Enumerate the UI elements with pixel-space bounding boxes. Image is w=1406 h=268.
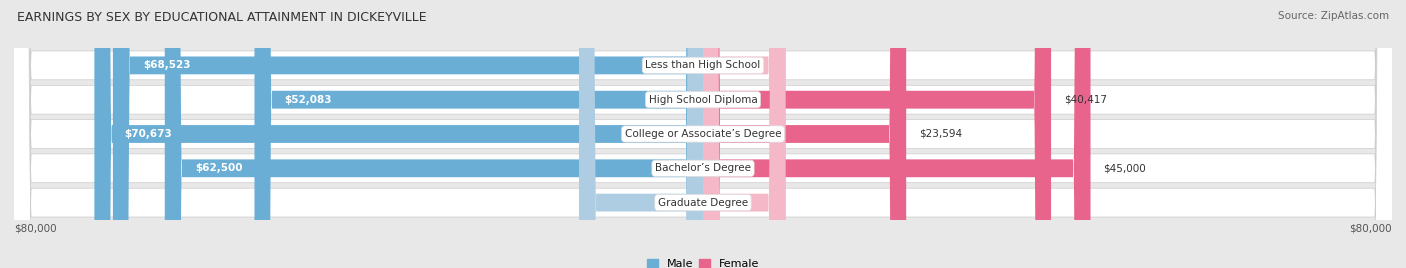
Text: Less than High School: Less than High School <box>645 60 761 70</box>
FancyBboxPatch shape <box>254 0 703 268</box>
FancyBboxPatch shape <box>703 0 1091 268</box>
Text: $68,523: $68,523 <box>143 60 191 70</box>
Text: EARNINGS BY SEX BY EDUCATIONAL ATTAINMENT IN DICKEYVILLE: EARNINGS BY SEX BY EDUCATIONAL ATTAINMEN… <box>17 11 426 24</box>
FancyBboxPatch shape <box>579 0 703 268</box>
FancyBboxPatch shape <box>112 0 703 268</box>
FancyBboxPatch shape <box>703 0 1052 268</box>
FancyBboxPatch shape <box>165 0 703 268</box>
Text: $45,000: $45,000 <box>1104 163 1146 173</box>
FancyBboxPatch shape <box>703 0 907 268</box>
Text: $70,673: $70,673 <box>125 129 173 139</box>
Text: Source: ZipAtlas.com: Source: ZipAtlas.com <box>1278 11 1389 21</box>
Text: $80,000: $80,000 <box>14 223 56 233</box>
Text: High School Diploma: High School Diploma <box>648 95 758 105</box>
FancyBboxPatch shape <box>703 0 786 268</box>
Text: $0: $0 <box>676 198 690 208</box>
Text: College or Associate’s Degree: College or Associate’s Degree <box>624 129 782 139</box>
Text: $52,083: $52,083 <box>284 95 332 105</box>
Text: $40,417: $40,417 <box>1064 95 1107 105</box>
Text: $0: $0 <box>716 198 730 208</box>
FancyBboxPatch shape <box>94 0 703 268</box>
Text: $80,000: $80,000 <box>1350 223 1392 233</box>
Legend: Male, Female: Male, Female <box>647 259 759 268</box>
Text: $0: $0 <box>716 60 730 70</box>
Text: $62,500: $62,500 <box>195 163 242 173</box>
FancyBboxPatch shape <box>703 0 786 268</box>
Text: Bachelor’s Degree: Bachelor’s Degree <box>655 163 751 173</box>
Text: $23,594: $23,594 <box>920 129 962 139</box>
Text: Graduate Degree: Graduate Degree <box>658 198 748 208</box>
